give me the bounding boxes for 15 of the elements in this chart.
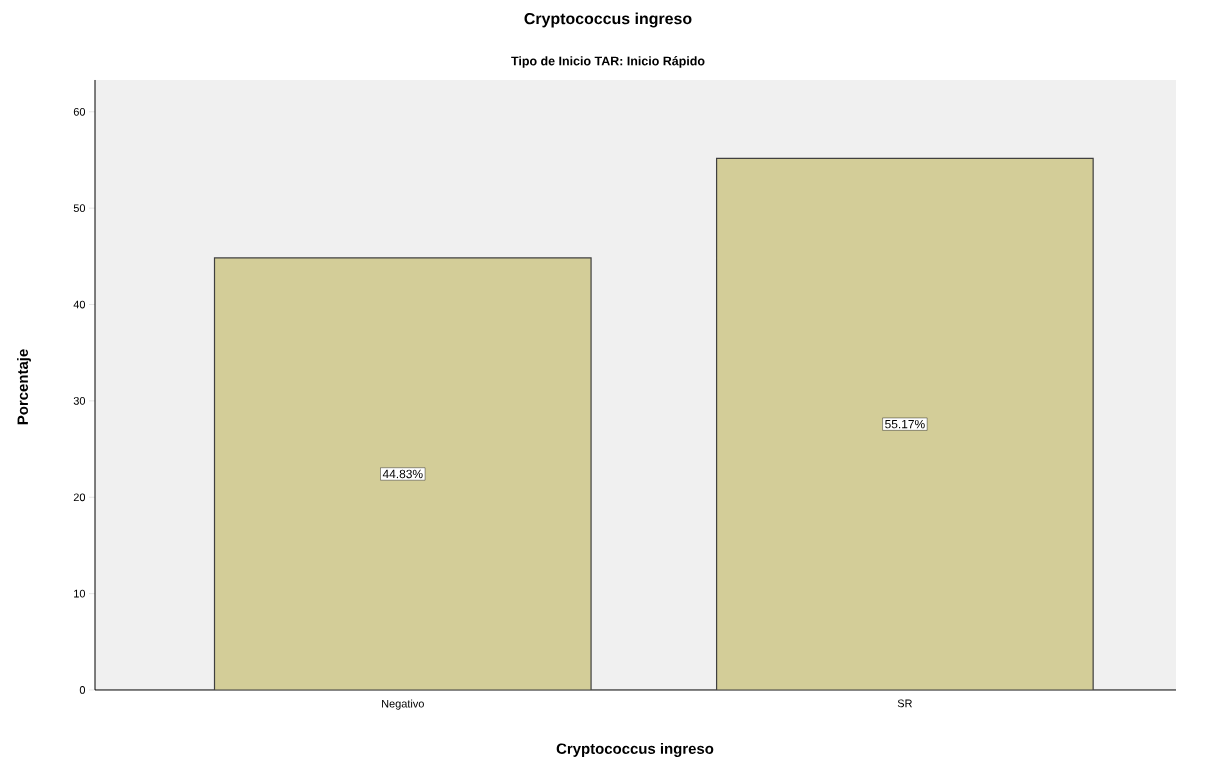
y-axis-title: Porcentaje xyxy=(17,349,31,425)
y-tick-label: 20 xyxy=(73,493,86,502)
chart-title: Cryptococcus ingreso xyxy=(524,12,692,28)
y-tick-label: 60 xyxy=(73,107,86,116)
chart-subtitle: Tipo de Inicio TAR: Inicio Rápido xyxy=(511,56,705,68)
y-tick-label: 0 xyxy=(79,686,86,694)
x-tick-label: SR xyxy=(897,699,912,708)
x-axis-title: Cryptococcus ingreso xyxy=(556,742,714,757)
data-label: 55.17% xyxy=(885,419,925,429)
y-tick-label: 50 xyxy=(73,204,86,213)
data-label: 44.83% xyxy=(382,469,423,479)
x-tick-label: Negativo xyxy=(382,699,424,710)
y-tick-label: 40 xyxy=(73,300,86,309)
y-tick-label: 10 xyxy=(74,589,86,598)
y-tick-label: 30 xyxy=(73,397,86,405)
